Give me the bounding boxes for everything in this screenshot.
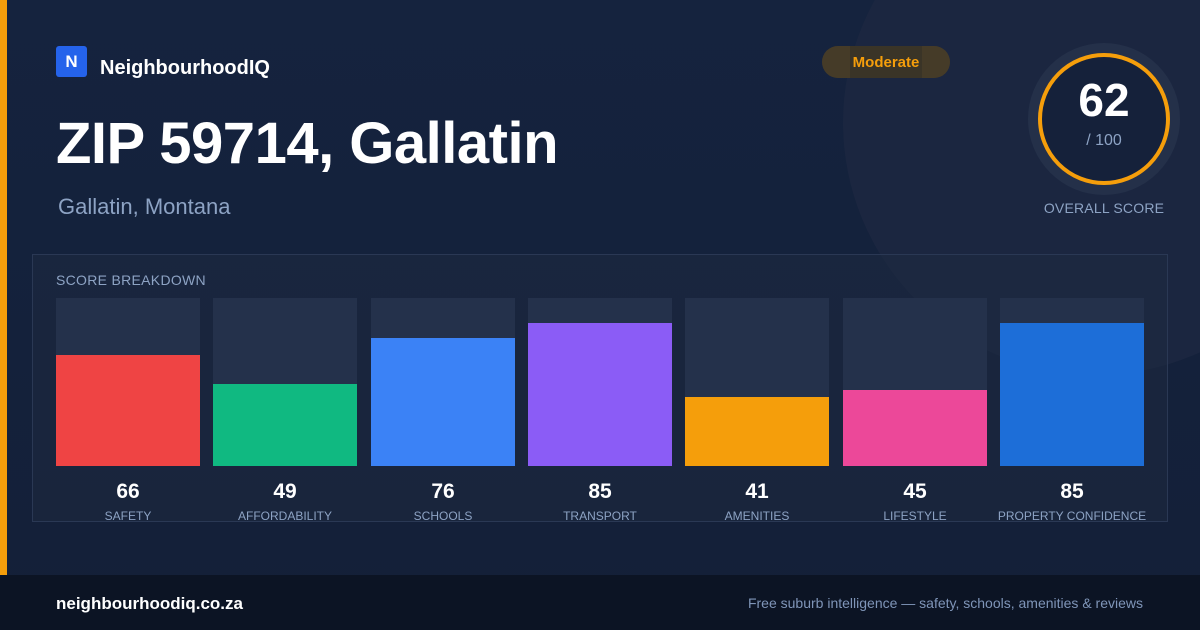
score-bar-value: 85	[588, 480, 612, 503]
page-title: ZIP 59714, Gallatin	[56, 111, 559, 176]
score-bar-fill	[1000, 323, 1144, 466]
score-bar-track	[56, 298, 200, 466]
score-bar-track	[528, 298, 672, 466]
score-bar-label: LIFESTYLE	[883, 509, 947, 523]
overall-score-label: OVERALL SCORE	[1043, 200, 1165, 216]
score-bar-label: AMENITIES	[724, 509, 790, 523]
score-bar-value: 85	[1060, 480, 1084, 503]
score-bar-label: SCHOOLS	[413, 509, 473, 523]
score-bar-fill	[843, 390, 987, 466]
brand-name: NeighbourhoodIQ	[100, 57, 270, 79]
score-bar-label: PROPERTY CONFIDENCE	[997, 509, 1147, 523]
accent-stripe	[0, 0, 7, 575]
score-bar-fill	[213, 384, 357, 466]
score-ring-icon	[1038, 53, 1170, 185]
rating-badge: Moderate	[822, 46, 950, 78]
score-bar-fill	[371, 338, 515, 466]
footer-site-link[interactable]: neighbourhoodiq.co.za	[56, 594, 243, 613]
score-bar-track	[1000, 298, 1144, 466]
location-subtitle: Gallatin, Montana	[58, 194, 231, 219]
score-bar-track	[213, 298, 357, 466]
brand-logo-icon: N	[56, 46, 87, 77]
score-breakdown-title: SCORE BREAKDOWN	[56, 272, 206, 288]
score-bar-track	[843, 298, 987, 466]
rating-badge-label: Moderate	[852, 53, 920, 71]
score-bar-value: 49	[273, 480, 297, 503]
score-bar-label: SAFETY	[104, 509, 152, 523]
overall-score-value: 62	[1078, 74, 1130, 126]
score-bar-value: 45	[903, 480, 927, 503]
footer: neighbourhoodiq.co.za Free suburb intell…	[0, 575, 1200, 630]
score-bar-track	[685, 298, 829, 466]
score-bar-fill	[56, 355, 200, 466]
overall-score-max: / 100	[1086, 132, 1122, 149]
score-bar-fill	[528, 323, 672, 466]
score-bar-value: 41	[745, 480, 769, 503]
score-bar-value: 66	[116, 480, 140, 503]
footer-tagline: Free suburb intelligence — safety, schoo…	[747, 595, 1143, 611]
score-bar-track	[371, 298, 515, 466]
score-bar-label: AFFORDABILITY	[237, 509, 332, 523]
score-bar-value: 76	[431, 480, 455, 503]
score-bar-label: TRANSPORT	[563, 509, 637, 523]
score-bar-fill	[685, 397, 829, 466]
overall-score-ring: 62 / 100	[1028, 43, 1180, 195]
